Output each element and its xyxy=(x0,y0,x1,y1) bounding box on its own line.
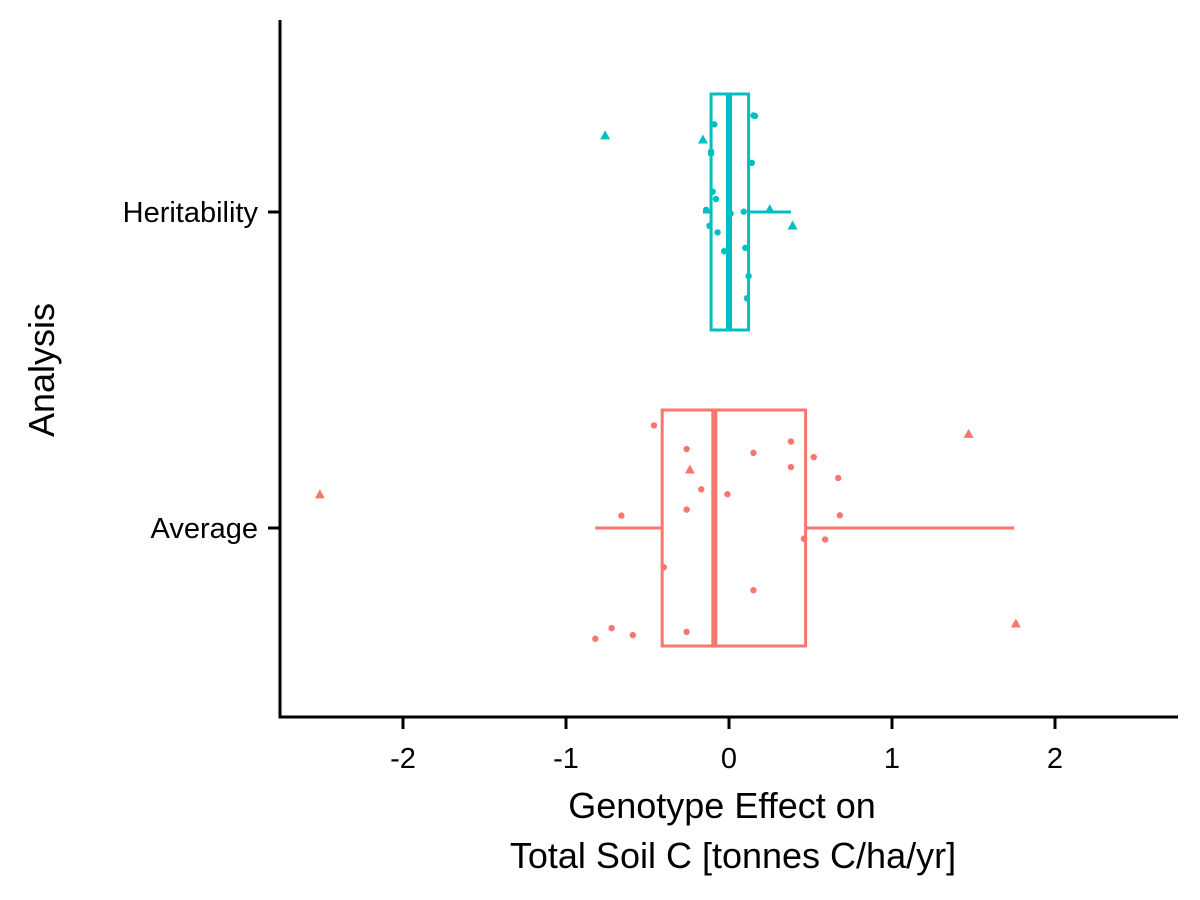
heritability-point xyxy=(743,295,751,302)
heritability-point xyxy=(742,244,749,252)
x-tick-label: -2 xyxy=(390,743,416,775)
average-point xyxy=(698,486,705,493)
average-point xyxy=(629,631,637,639)
y-tick-label-heritability: Heritability xyxy=(123,197,259,229)
average-point xyxy=(618,512,625,519)
average-point xyxy=(750,449,757,457)
average-outlier xyxy=(963,428,974,438)
average-point xyxy=(836,512,844,519)
y-tick-label-average: Average xyxy=(151,513,259,545)
average-point xyxy=(787,438,795,445)
x-axis-title-line2: Total Soil C [tonnes C/ha/yr] xyxy=(510,835,956,876)
heritability-point xyxy=(720,248,728,255)
heritability-point xyxy=(748,159,756,167)
plot-area xyxy=(314,92,1021,648)
heritability-outlier xyxy=(764,204,775,214)
heritability-point xyxy=(709,188,716,195)
x-tick-label: 1 xyxy=(884,743,900,775)
heritability-point xyxy=(711,121,718,128)
average-point xyxy=(683,445,690,453)
average-box xyxy=(660,408,808,648)
y-axis-ticks: Heritability Average xyxy=(123,197,280,545)
heritability-point xyxy=(740,208,747,215)
heritability-point xyxy=(727,210,734,217)
average-point xyxy=(750,587,757,594)
heritability-point xyxy=(750,112,757,119)
average-point xyxy=(835,474,842,482)
average-outlier xyxy=(314,489,325,499)
y-axis-title: Analysis xyxy=(21,303,62,437)
average-point xyxy=(650,422,658,429)
average-point xyxy=(800,535,808,542)
average-point xyxy=(821,536,829,543)
heritability-point xyxy=(712,195,720,203)
average-point xyxy=(787,463,795,471)
average-point xyxy=(683,628,690,636)
x-tick-label: 2 xyxy=(1047,743,1063,775)
x-axis-title-line1: Genotype Effect on xyxy=(568,785,876,826)
heritability-point xyxy=(706,222,713,230)
heritability-point xyxy=(707,148,715,155)
average-point xyxy=(608,624,615,632)
heritability-point xyxy=(702,206,710,214)
heritability-outlier xyxy=(787,220,798,230)
average-point xyxy=(660,563,667,571)
x-tick-label: -1 xyxy=(553,743,579,775)
average-point xyxy=(724,490,731,498)
heritability-outlier xyxy=(697,134,708,144)
average-point xyxy=(810,453,817,461)
average-point xyxy=(683,506,690,513)
heritability-outlier xyxy=(600,130,611,140)
x-tick-label: 0 xyxy=(721,743,737,775)
x-axis-ticks: -2 -1 0 1 2 xyxy=(390,718,1063,775)
heritability-point xyxy=(745,272,752,280)
average-point xyxy=(592,635,599,642)
heritability-point xyxy=(714,229,721,236)
average-outlier xyxy=(1010,618,1021,628)
average-outlier xyxy=(684,464,695,474)
